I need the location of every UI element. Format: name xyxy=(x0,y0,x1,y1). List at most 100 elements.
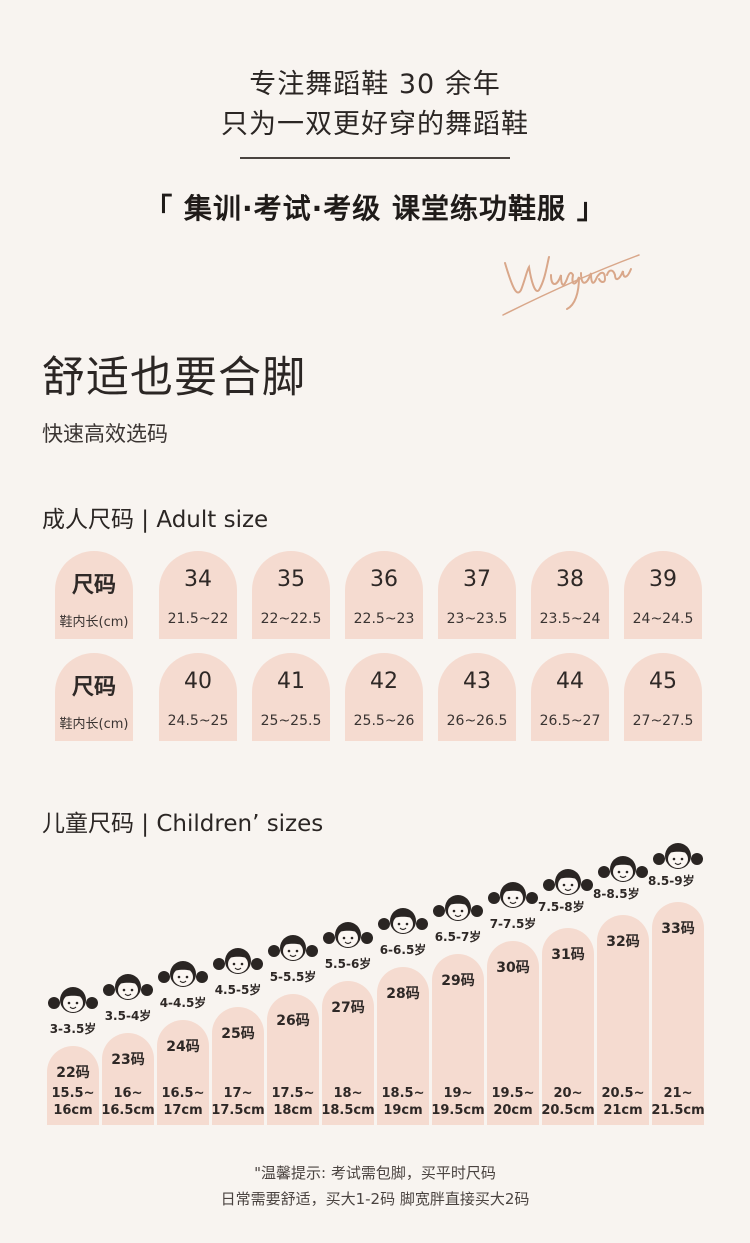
adult-size-card: 42 25.5~26 xyxy=(345,653,423,741)
girl-face-icon xyxy=(103,974,153,1000)
child-age-label: 7-7.5岁 xyxy=(489,917,537,931)
child-inner-length: 16.5~ 17cm xyxy=(153,1085,213,1119)
inner-length: 26.5~27 xyxy=(539,713,601,729)
child-age-label: 8.5-9岁 xyxy=(648,874,695,888)
length-from: 18.5~ xyxy=(381,1086,425,1101)
child-size-bar: 28码 18.5~ 19cm xyxy=(377,967,429,1125)
length-from: 19~ xyxy=(443,1086,473,1101)
girl-face-icon xyxy=(378,908,428,934)
length-to: 18.5cm xyxy=(321,1103,375,1118)
girl-face-icon xyxy=(543,869,593,895)
child-size-code: 31码 xyxy=(551,947,585,963)
length-to: 17cm xyxy=(163,1103,203,1118)
size-number: 38 xyxy=(556,567,584,592)
adult-size-header-card: 尺码 鞋内长(cm) xyxy=(55,653,133,741)
section-heading: 舒适也要合脚 xyxy=(42,353,306,403)
child-size-code: 22码 xyxy=(56,1065,90,1081)
length-from: 16.5~ xyxy=(161,1086,205,1101)
child-size-code: 23码 xyxy=(111,1052,145,1068)
size-number: 34 xyxy=(184,567,212,592)
child-size-bar: 33码 21~ 21.5cm xyxy=(651,902,705,1125)
length-to: 18cm xyxy=(273,1103,313,1118)
child-size-code: 28码 xyxy=(386,986,420,1002)
adult-size-card: 40 24.5~25 xyxy=(159,653,237,741)
inner-length: 22.5~23 xyxy=(353,611,415,627)
child-inner-length: 21~ 21.5cm xyxy=(648,1085,708,1119)
girl-face-icon xyxy=(433,895,483,921)
length-from: 18~ xyxy=(333,1086,363,1101)
child-size-bar: 24码 16.5~ 17cm xyxy=(157,1020,209,1125)
child-size-bar: 32码 20.5~ 21cm xyxy=(597,915,649,1125)
child-age-label: 3-3.5岁 xyxy=(49,1022,97,1036)
child-size-bar: 25码 17~ 17.5cm xyxy=(211,1007,265,1125)
girl-face-icon xyxy=(158,961,208,987)
length-to: 16cm xyxy=(53,1103,93,1118)
tip-note: 日常需要舒适，买大1-2码 脚宽胖直接买大2码 xyxy=(220,1190,530,1208)
tip-note: "温馨提示: 考试需包脚，买平时尺码 xyxy=(254,1164,496,1182)
child-age-label: 6.5-7岁 xyxy=(434,930,482,944)
child-age-label: 5-5.5岁 xyxy=(269,970,317,984)
size-number: 41 xyxy=(277,669,305,694)
length-to: 19cm xyxy=(383,1103,423,1118)
inner-length: 25~25.5 xyxy=(260,713,322,729)
length-to: 21cm xyxy=(603,1103,643,1118)
child-size-bar: 31码 20~ 20.5cm xyxy=(541,928,595,1125)
girl-face-icon xyxy=(48,987,98,1013)
child-size-code: 24码 xyxy=(166,1039,200,1055)
child-size-bar: 26码 17.5~ 18cm xyxy=(267,994,319,1125)
brand-tagline: 专注舞蹈鞋 30 余年 xyxy=(249,69,501,100)
child-age-label: 8-8.5岁 xyxy=(593,887,640,901)
length-from: 20.5~ xyxy=(601,1086,645,1101)
adult-size-title: 成人尺码 | Adult size xyxy=(42,507,269,533)
inner-length: 24~24.5 xyxy=(632,611,694,627)
adult-size-card: 41 25~25.5 xyxy=(252,653,330,741)
brand-slogan: 只为一双更好穿的舞蹈鞋 xyxy=(221,109,529,140)
length-to: 17.5cm xyxy=(211,1103,265,1118)
child-age-label: 6-6.5岁 xyxy=(379,943,427,957)
size-number: 36 xyxy=(370,567,398,592)
length-to: 21.5cm xyxy=(651,1103,705,1118)
length-to: 20cm xyxy=(493,1103,533,1118)
child-size-code: 33码 xyxy=(661,921,695,937)
size-label: 尺码 xyxy=(71,573,116,598)
child-age-label: 3.5-4岁 xyxy=(104,1009,152,1023)
girl-face-icon xyxy=(268,935,318,961)
child-inner-length: 20~ 20.5cm xyxy=(538,1085,598,1119)
child-size-bar: 27码 18~ 18.5cm xyxy=(321,981,375,1125)
inner-length: 24.5~25 xyxy=(167,713,229,729)
length-to: 20.5cm xyxy=(541,1103,595,1118)
girl-face-icon xyxy=(598,856,648,882)
adult-size-card: 44 26.5~27 xyxy=(531,653,609,741)
length-from: 15.5~ xyxy=(51,1086,95,1101)
child-age-label: 4.5-5岁 xyxy=(214,983,262,997)
girl-face-icon xyxy=(323,922,373,948)
size-number: 40 xyxy=(184,669,212,694)
size-number: 35 xyxy=(277,567,305,592)
child-age-label: 4-4.5岁 xyxy=(159,996,207,1010)
length-from: 17.5~ xyxy=(271,1086,315,1101)
inner-length: 23~23.5 xyxy=(446,611,508,627)
child-size-code: 25码 xyxy=(221,1026,255,1042)
child-size-code: 32码 xyxy=(606,934,640,950)
child-size-code: 29码 xyxy=(441,973,475,989)
inner-length: 25.5~26 xyxy=(353,713,415,729)
size-number: 44 xyxy=(556,669,584,694)
child-age-label: 7.5-8岁 xyxy=(538,900,585,914)
adult-size-card: 38 23.5~24 xyxy=(531,551,609,639)
child-inner-length: 18~ 18.5cm xyxy=(318,1085,378,1119)
adult-size-card: 34 21.5~22 xyxy=(159,551,237,639)
girl-face-icon xyxy=(488,882,538,908)
product-subtitle: 「 集训·考试·考级 课堂练功鞋服 」 xyxy=(144,192,606,225)
length-from: 17~ xyxy=(223,1086,253,1101)
child-inner-length: 17~ 17.5cm xyxy=(208,1085,268,1119)
inner-length: 22~22.5 xyxy=(260,611,322,627)
child-size-bar: 22码 15.5~ 16cm xyxy=(47,1046,99,1125)
inner-length-label: 鞋内长(cm) xyxy=(59,615,129,630)
size-label: 尺码 xyxy=(71,675,116,700)
child-size-bar: 29码 19~ 19.5cm xyxy=(431,954,485,1125)
size-number: 43 xyxy=(463,669,491,694)
length-from: 20~ xyxy=(553,1086,583,1101)
child-size-code: 27码 xyxy=(331,1000,365,1016)
girl-face-icon xyxy=(653,843,703,869)
